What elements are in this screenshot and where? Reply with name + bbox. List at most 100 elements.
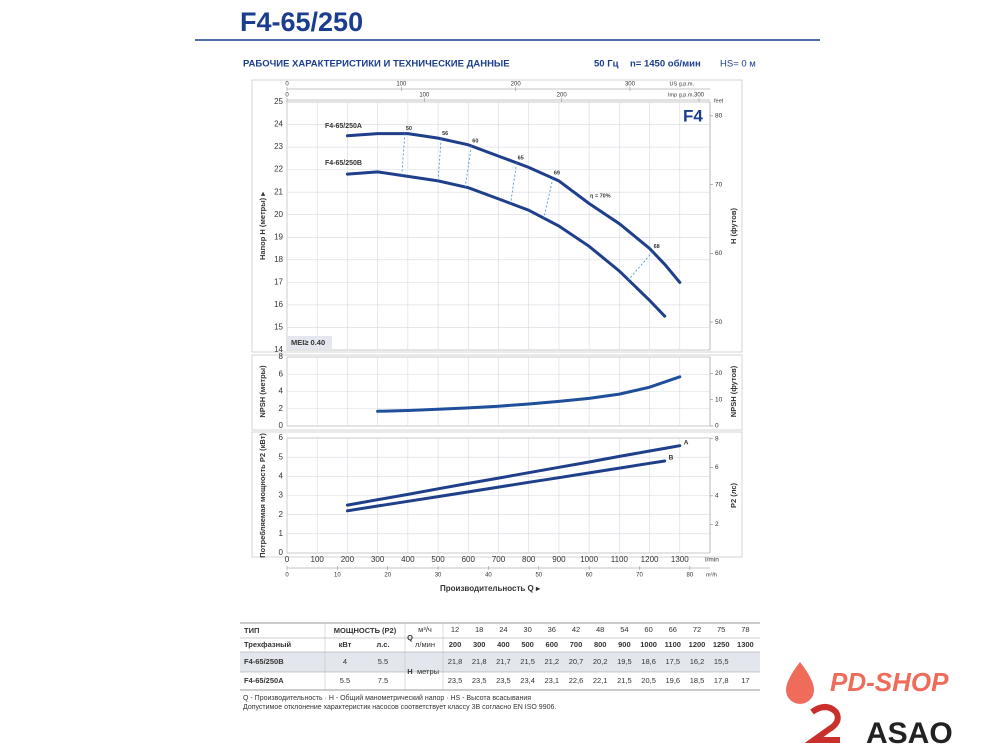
y-tick-label: 4 (279, 387, 284, 396)
bottom-tick-label: 0 (285, 573, 289, 579)
note: Допустимое отклонение характеристик насо… (243, 704, 556, 711)
table-cell: 15,5 (714, 657, 729, 666)
logo-icon (804, 704, 841, 743)
curve (345, 459, 667, 513)
y-tick-label: 24 (274, 120, 283, 129)
table-cell: 17,8 (714, 676, 729, 685)
y-axis-label: NPSH (метры) (258, 365, 267, 418)
table-cell: Трехфазный (244, 640, 292, 649)
bottom-tick-label: 70 (636, 573, 643, 579)
x-tick-label: 1000 (580, 555, 598, 564)
data-table: ТИП МОЩНОСТЬ (P2) Qм³/ч л/мин Трехфазный кВт л… (240, 622, 760, 691)
bottom-tick-label: 60 (586, 573, 593, 579)
y-tick-label: 14 (274, 345, 283, 354)
top-tick-label: 0 (285, 82, 289, 88)
table-cell: 75 (717, 625, 725, 634)
table-cell: Q (407, 633, 413, 642)
efficiency-label: η = 70% (590, 193, 611, 199)
x-tick-label: 300 (371, 555, 385, 564)
x-tick-label: 1300 (671, 555, 689, 564)
top-axis-label: Imp g.p.m. (668, 92, 694, 98)
table-cell: 23,1 (544, 676, 559, 685)
table-cell: 23,5 (448, 676, 463, 685)
table-cell: 21,5 (520, 657, 535, 666)
y-tick-label: 3 (279, 491, 284, 500)
table-cell: л.с. (376, 640, 389, 649)
row-shade (240, 652, 760, 672)
y-tick-label: 1 (279, 529, 284, 538)
table-cell: ТИП (244, 626, 259, 635)
y2-axis-label: H (футов) (729, 208, 738, 244)
y2-tick-label: 2 (715, 521, 719, 528)
table-cell: 300 (473, 640, 486, 649)
y-tick-label: 0 (279, 421, 284, 430)
y-axis-label: Напор H (метры) ▸ (258, 191, 267, 260)
bottom-axis-label: m³/h (706, 572, 717, 578)
y2-tick-label: 20 (715, 370, 723, 377)
y2-tick-label: 50 (715, 319, 723, 326)
y2-tick-label: 0 (715, 423, 719, 430)
subtitle: РАБОЧИЕ ХАРАКТЕРИСТИКИ И ТЕХНИЧЕСКИЕ ДАН… (243, 59, 510, 70)
table-cell: 23,4 (520, 676, 535, 685)
table-cell: 22,1 (593, 676, 608, 685)
suction-height: HS= 0 м (720, 59, 756, 70)
panel-frame (251, 431, 743, 558)
bottom-tick-label: 10 (334, 573, 341, 579)
y-axis-label: Потребляемая мощность P2 (кВт) (258, 433, 267, 558)
y-tick-label: 18 (274, 255, 283, 264)
y-tick-label: 19 (274, 232, 283, 241)
table-cell: 21,5 (617, 676, 632, 685)
x-tick-label: 1200 (641, 555, 659, 564)
top-axis-label: US g.p.m. (670, 81, 695, 87)
efficiency-label: 65 (518, 155, 524, 161)
top-tick-label: 100 (419, 93, 430, 99)
table-cell: 400 (497, 640, 510, 649)
table-cell: 600 (546, 640, 559, 649)
y-tick-label: 16 (274, 300, 283, 309)
table-cell: 72 (693, 625, 701, 634)
y-tick-label: 4 (279, 471, 284, 480)
mei-label: MEI≥ 0.40 (291, 338, 325, 347)
table-cell: 30 (523, 625, 531, 634)
x-tick-label: 800 (522, 555, 536, 564)
table-cell: 18 (475, 625, 483, 634)
table-cell: 5.5 (378, 657, 388, 666)
table-cell: 900 (618, 640, 631, 649)
y2-tick-label: 6 (715, 464, 719, 471)
panel-frame (251, 79, 743, 353)
table-cell: 19,6 (665, 676, 680, 685)
y2-axis-label: NPSH (футов) (729, 365, 738, 417)
table-cell: 1300 (737, 640, 754, 649)
y-tick-label: 8 (279, 352, 284, 361)
top-tick-label: 300 (694, 93, 705, 99)
table-cell: 200 (449, 640, 462, 649)
table-cell: 22,6 (569, 676, 584, 685)
y2-tick-label: 80 (715, 113, 723, 120)
table-cell: 23,5 (496, 676, 511, 685)
table-cell: 20,2 (593, 657, 608, 666)
table-cell: 21,7 (496, 657, 511, 666)
efficiency-label: 69 (554, 171, 560, 177)
table-cell: 4 (343, 657, 347, 666)
x-unit: l/min (705, 557, 719, 564)
efficiency-label: 60 (472, 138, 478, 144)
series-label: B (669, 455, 674, 462)
y-tick-label: 0 (279, 548, 284, 557)
table-cell: 24 (499, 625, 507, 634)
x-tick-label: 600 (462, 555, 476, 564)
bottom-tick-label: 30 (435, 573, 442, 579)
table-cell: 17 (741, 676, 749, 685)
logo-text: ASAO (866, 717, 953, 748)
table-cell: 48 (596, 625, 604, 634)
note: Q - Производительность · H - Общий маном… (243, 694, 531, 702)
top-tick-label: 200 (557, 93, 568, 99)
table-cell: 1100 (665, 640, 681, 649)
x-tick-label: 500 (431, 555, 445, 564)
y2-tick-label: 70 (715, 181, 723, 188)
curve (345, 444, 682, 507)
asao-logo: ASAO (804, 704, 953, 748)
table-cell: 1250 (713, 640, 730, 649)
table-cell: 1200 (689, 640, 706, 649)
